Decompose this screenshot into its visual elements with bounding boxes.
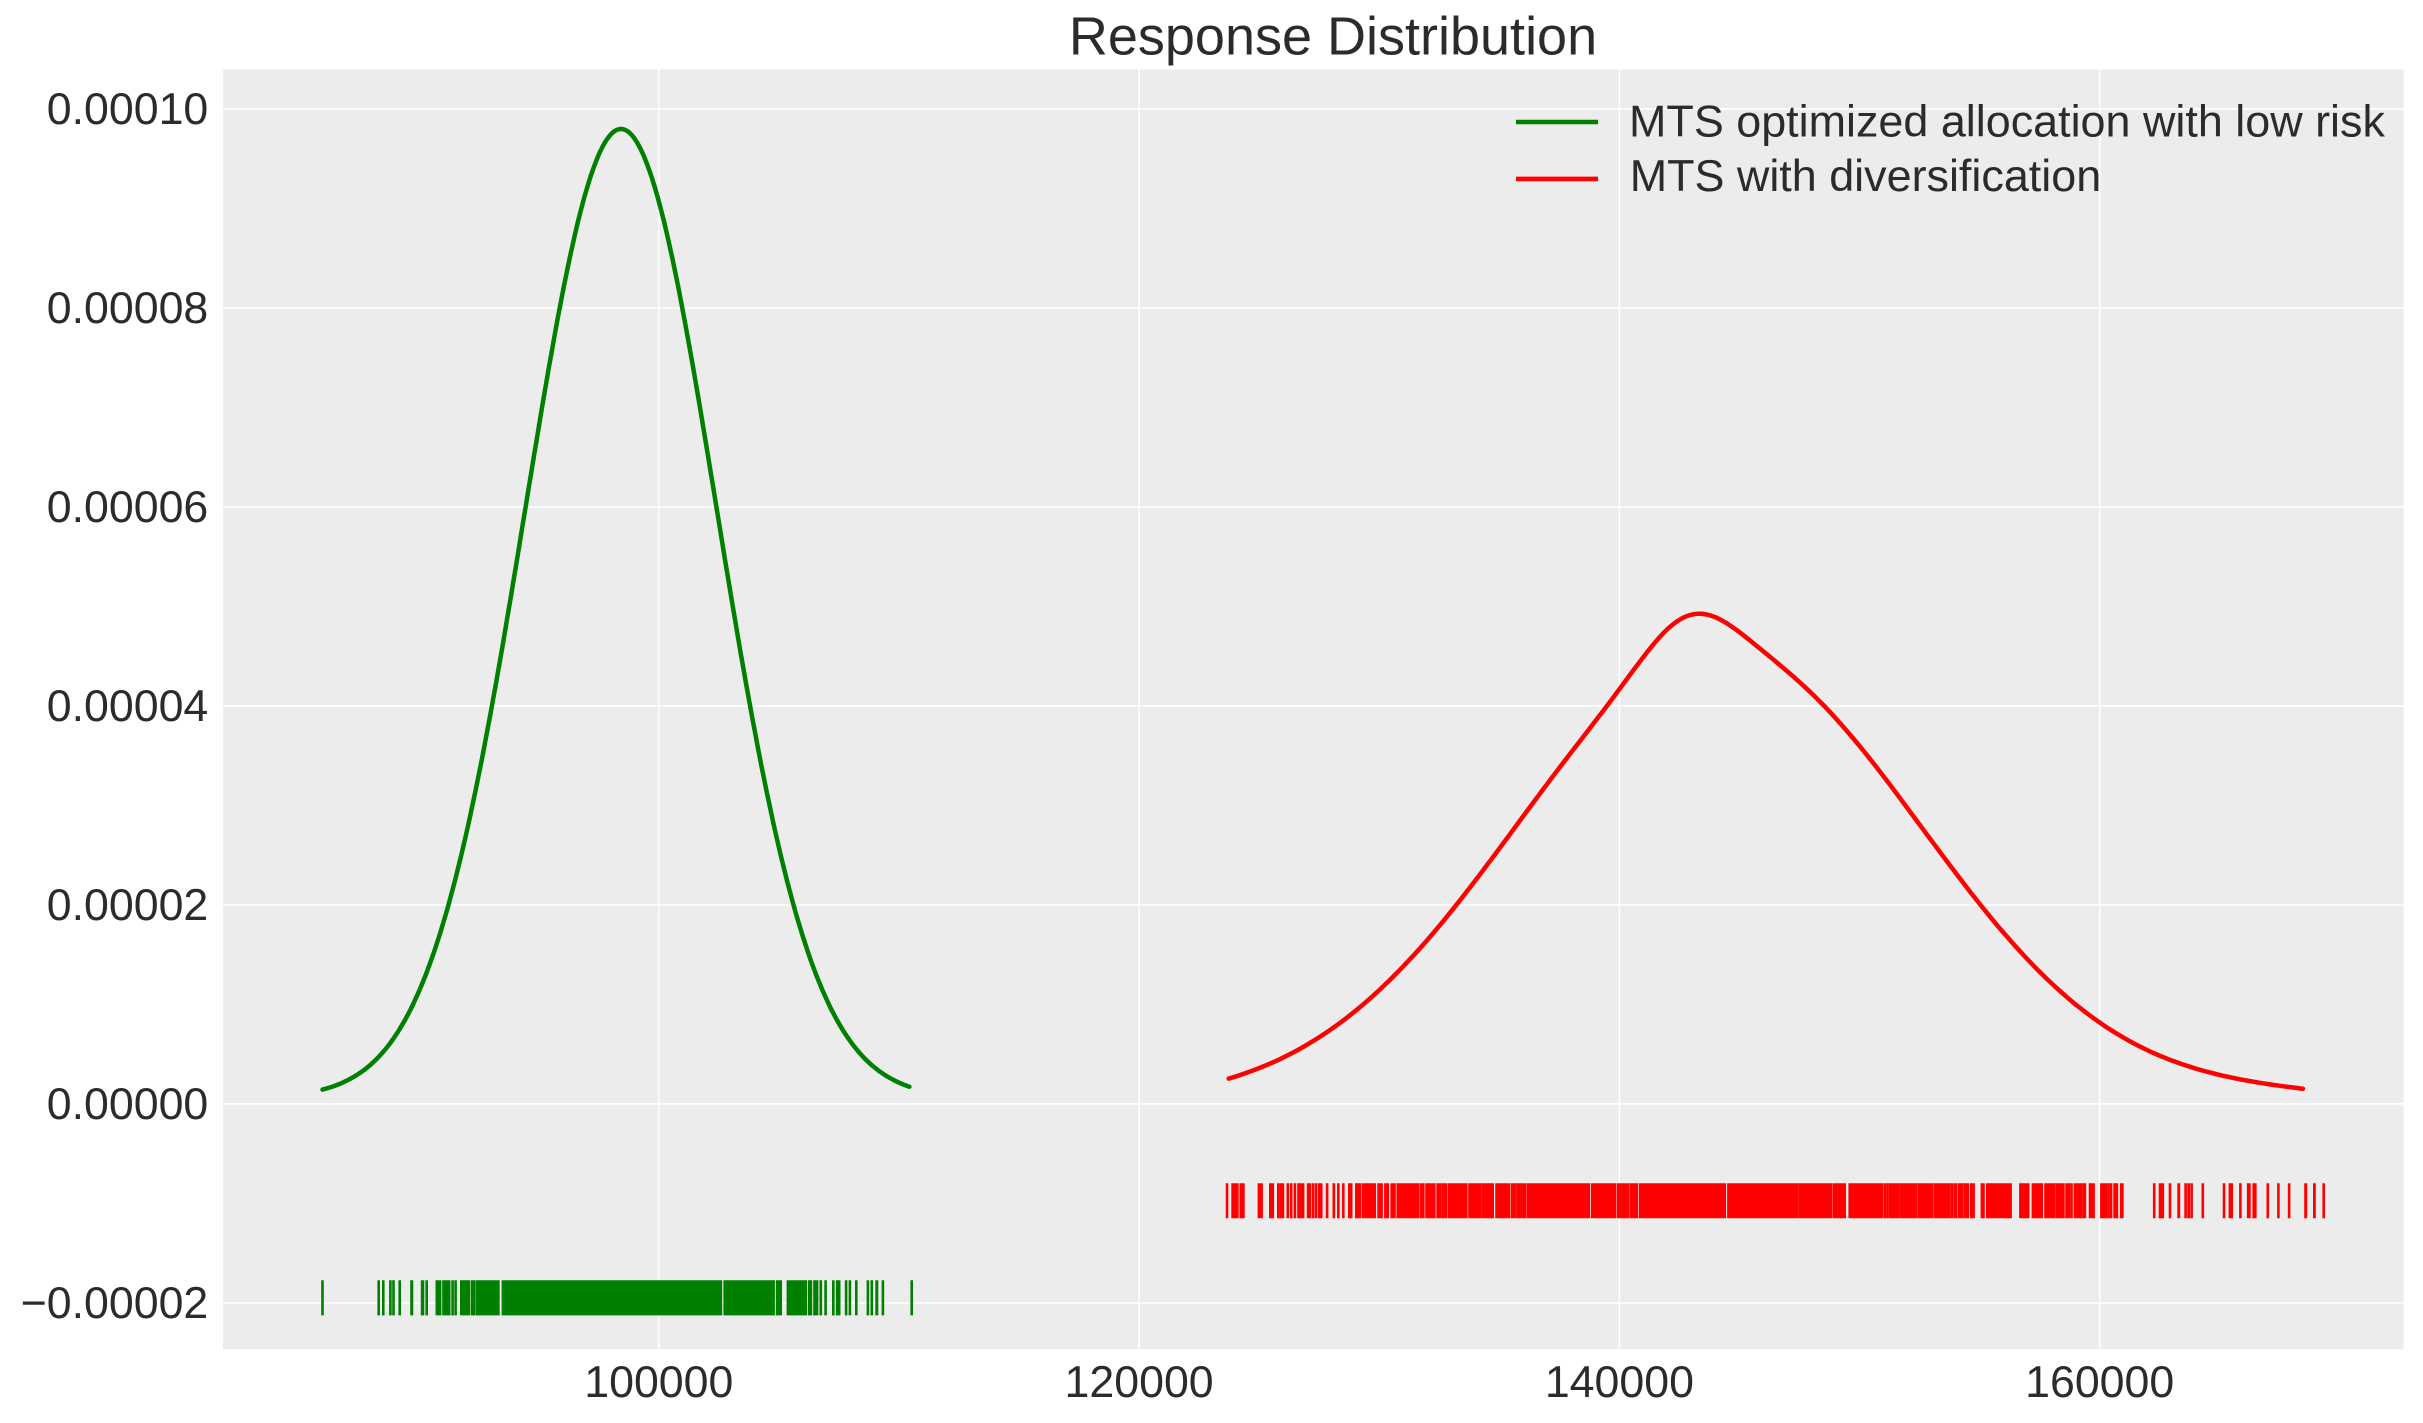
svg-text:0.00010: 0.00010 [47, 85, 209, 134]
svg-text:100000: 100000 [584, 1358, 733, 1407]
svg-text:0.00002: 0.00002 [47, 881, 209, 930]
svg-text:−0.00002: −0.00002 [21, 1279, 209, 1328]
svg-text:MTS optimized allocation with: MTS optimized allocation with low risk [1629, 95, 2385, 146]
svg-text:MTS with diversification: MTS with diversification [1630, 150, 2101, 201]
svg-text:0.00004: 0.00004 [47, 682, 209, 731]
svg-text:160000: 160000 [2025, 1358, 2174, 1407]
svg-text:140000: 140000 [1545, 1358, 1694, 1407]
svg-text:Response Distribution: Response Distribution [1069, 7, 1597, 67]
svg-text:0.00000: 0.00000 [47, 1080, 209, 1129]
svg-text:0.00008: 0.00008 [47, 284, 209, 333]
svg-text:0.00006: 0.00006 [47, 483, 209, 532]
svg-text:120000: 120000 [1065, 1358, 1214, 1407]
